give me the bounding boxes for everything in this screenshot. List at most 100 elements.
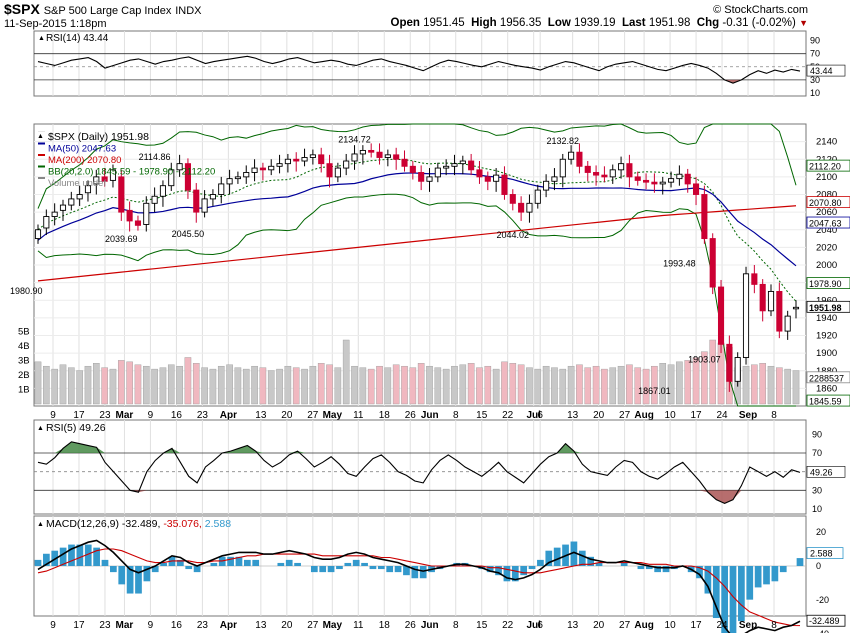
candle-body [409, 165, 416, 173]
volume-bar [492, 368, 500, 405]
price-tick-label: 1900 [816, 348, 837, 359]
price-legend: MA(200) 2070.80 [48, 155, 121, 166]
macd-last-box [806, 614, 846, 627]
x-axis-label-bottom: 8 [771, 620, 777, 631]
volume-bar [59, 364, 67, 405]
x-axis-label: 6 [537, 410, 543, 421]
macd-histogram-bar [654, 566, 662, 573]
macd-histogram-bar [361, 562, 368, 566]
x-axis-label-bottom: Jul [526, 620, 541, 631]
x-axis-label: 18 [379, 410, 391, 421]
price-annotation: 2044.02 [497, 230, 530, 240]
macd-histogram-bar [754, 566, 762, 588]
price-tick-label: 2140 [816, 137, 837, 148]
candle-body [601, 174, 608, 178]
volume-bar [701, 351, 708, 405]
symbol: $SPX [4, 1, 40, 17]
candle-body [376, 151, 383, 158]
price-annotation: 1903.07 [688, 354, 721, 364]
candle-body [534, 189, 541, 204]
x-axis-label-bottom: 8 [453, 620, 459, 631]
volume-bar [34, 361, 42, 405]
volume-bar [659, 363, 667, 405]
high-label: High [471, 17, 497, 29]
rsi14-panel [33, 30, 807, 97]
price-annotation: 2132.82 [546, 136, 579, 146]
x-axis-label-bottom: 20 [281, 620, 293, 631]
candle-body [543, 180, 550, 191]
macd-histogram-bar [126, 566, 134, 594]
x-axis-label-bottom: 18 [379, 620, 391, 631]
volume-bar [467, 363, 475, 405]
macd-histogram-bar [553, 547, 561, 566]
macd-histogram-bar [110, 566, 117, 573]
macd-histogram-bar [545, 550, 553, 566]
candle-body [759, 283, 766, 312]
candle-body [476, 169, 483, 178]
rsi14-tick-label: 90 [810, 36, 820, 46]
macd-histogram-bar [235, 556, 243, 566]
volume-bar [784, 368, 791, 405]
macd-tick-label: 0 [816, 561, 821, 571]
volume-bar [309, 365, 317, 405]
macd-histogram-bar [369, 566, 377, 570]
rsi5-tick-label: 90 [812, 429, 822, 439]
candle-body [93, 176, 100, 185]
candle-body [509, 194, 516, 204]
price-right-label: 2288537 [809, 373, 844, 383]
rsi5-legend: RSI(5) 49.26 [46, 422, 106, 434]
last-label: Last [621, 17, 646, 29]
volume-bar [192, 363, 200, 405]
volume-tick-label: 3B [18, 355, 30, 366]
macd-histogram-bar [227, 556, 234, 566]
macd-histogram-bar [528, 566, 536, 570]
macd-histogram-bar [637, 566, 645, 570]
macd-histogram-bar [696, 566, 703, 579]
candle-body [184, 163, 191, 191]
candle-body [767, 290, 775, 312]
price-last-box [806, 371, 850, 384]
volume-bar [684, 360, 692, 405]
x-axis-label: Mar [116, 410, 134, 421]
high-value: 1956.35 [499, 17, 542, 29]
volume-bar [51, 368, 58, 405]
candle-body [201, 198, 208, 213]
x-axis-label-bottom: 27 [307, 620, 319, 631]
macd-histogram-bar [59, 547, 67, 566]
candle-body [676, 173, 683, 180]
volume-bar [367, 368, 375, 405]
candle-body [318, 154, 325, 165]
volume-bar [451, 365, 458, 405]
candle-body [359, 149, 366, 155]
volume-bar [334, 367, 342, 405]
open-value: 1951.45 [423, 17, 465, 29]
x-axis-label-bottom: 11 [353, 620, 364, 631]
macd-histogram-bar [771, 566, 779, 582]
macd-line [37, 539, 801, 633]
macd-histogram-bar [185, 566, 193, 570]
volume-bar [392, 364, 400, 405]
price-annotation: 2114.86 [139, 152, 171, 162]
macd-histogram-bar [503, 566, 511, 582]
candle-body [309, 154, 316, 158]
macd-histogram-bar [746, 566, 754, 600]
macd-histogram-bar [511, 566, 519, 582]
macd-histogram-bar [135, 566, 142, 594]
x-axis-label-bottom: 17 [73, 620, 85, 631]
macd-histogram-bar [344, 562, 352, 566]
candle-body [609, 169, 616, 178]
macd-histogram-bar [143, 566, 151, 582]
candle-body [634, 176, 641, 181]
volume-bar [576, 364, 583, 405]
macd-histogram-bar [352, 559, 360, 566]
volume-bar [359, 367, 367, 405]
volume-bar [609, 367, 617, 405]
low-label: Low [547, 17, 571, 29]
volume-bar [459, 364, 467, 405]
x-axis-label: 20 [593, 410, 605, 421]
macd-histogram-bar [486, 566, 494, 573]
candle-body [43, 216, 50, 229]
macd-histogram-bar [294, 562, 301, 566]
macd-legend-signal: -35.076, [163, 518, 204, 530]
candle-body [368, 149, 375, 153]
